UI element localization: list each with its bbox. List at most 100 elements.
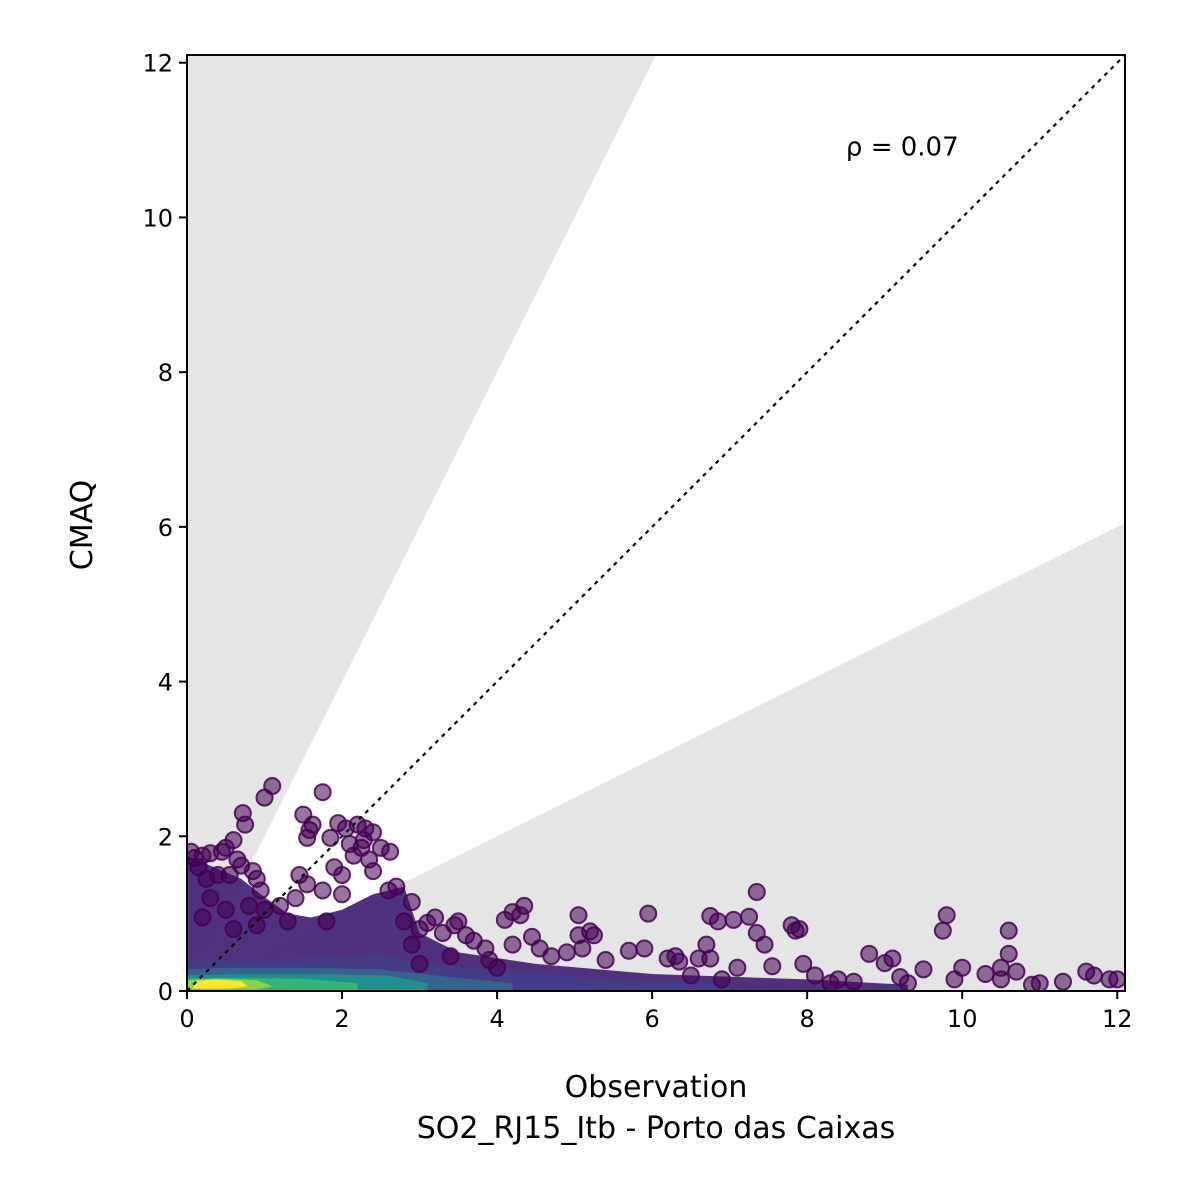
scatter-point [197, 869, 216, 888]
scatter-point [1053, 972, 1072, 991]
x-axis-label: Observation [565, 1070, 748, 1105]
y-tick-label: 0 [158, 978, 173, 1006]
scatter-point [790, 920, 809, 939]
x-tick-label: 8 [800, 1005, 815, 1033]
scatter-point [317, 912, 336, 931]
correlation-annotation: ρ = 0.07 [846, 133, 959, 163]
scatter-point [410, 954, 429, 973]
scatter-point [402, 935, 421, 954]
scatter-point [313, 881, 332, 900]
scatter-point [321, 828, 340, 847]
scatter-point [201, 889, 220, 908]
scatter-point [724, 910, 743, 929]
scatter-point [344, 846, 363, 865]
scatter-point [991, 970, 1010, 989]
scatter-point [271, 896, 290, 915]
scatter-point [596, 951, 615, 970]
scatter-point [193, 908, 212, 927]
scatter-point [747, 882, 766, 901]
scatter-point [348, 815, 367, 834]
scatter-point [557, 943, 576, 962]
scatter-point [569, 906, 588, 925]
x-tick-label: 10 [947, 1005, 978, 1033]
scatter-point [441, 947, 460, 966]
scatter-point [860, 944, 879, 963]
scatter-point [898, 974, 917, 991]
x-axis-ticks: 0 2 4 6 8 10 12 [179, 991, 1133, 1033]
scatter-point [728, 958, 747, 977]
dense-point-clusters [187, 855, 908, 991]
scatter-point [387, 877, 406, 896]
y-tick-label: 4 [158, 669, 173, 697]
scatter-point [740, 907, 759, 926]
scatter-point [937, 906, 956, 925]
y-tick-label: 6 [158, 514, 173, 542]
scatter-point [410, 920, 429, 939]
y-axis-label: CMAQ [65, 480, 100, 570]
scatter-point [503, 935, 522, 954]
scatter-point [542, 947, 561, 966]
scatter-point [333, 885, 352, 904]
y-tick-label: 8 [158, 359, 173, 387]
scatter-point [999, 921, 1018, 940]
x-tick-label: 6 [644, 1005, 659, 1033]
scatter-point [488, 958, 507, 977]
x-axis-sublabel: SO2_RJ15_Itb - Porto das Caixas [417, 1111, 896, 1146]
scatter-point [709, 912, 728, 931]
y-tick-label: 10 [142, 204, 173, 232]
scatter-point [584, 926, 603, 945]
scatter-point [243, 862, 262, 881]
y-axis-ticks: 0 2 4 6 8 10 12 [142, 50, 187, 1006]
scatter-point [1022, 975, 1041, 991]
y-tick-label: 2 [158, 823, 173, 851]
scatter-point [821, 974, 840, 991]
scatter-point [763, 957, 782, 976]
scatter-point [402, 893, 421, 912]
scatter-point [712, 970, 731, 989]
scatter-point [381, 842, 400, 861]
scatter-point [619, 941, 638, 960]
scatter-point [1108, 970, 1125, 989]
scatter-point [364, 862, 383, 881]
scatter-point [844, 972, 863, 991]
x-tick-label: 12 [1102, 1005, 1133, 1033]
scatter-point [755, 935, 774, 954]
y-tick-label: 12 [142, 50, 173, 78]
x-tick-label: 0 [179, 1005, 194, 1033]
scatter-point [666, 947, 685, 966]
scatter-point [511, 906, 530, 925]
scatter-point [933, 921, 952, 940]
scatter-point [1007, 962, 1026, 981]
scatter-point [794, 954, 813, 973]
scatter-point [805, 966, 824, 985]
scatter-point [298, 875, 317, 894]
x-tick-label: 2 [334, 1005, 349, 1033]
scatter-point [224, 920, 243, 939]
scatter-point [976, 964, 995, 983]
density-cluster-7 [193, 979, 248, 989]
scatter-point [251, 881, 270, 900]
scatter-point [681, 966, 700, 985]
scatter-point [278, 912, 297, 931]
scatter-point [255, 788, 274, 807]
x-tick-label: 4 [489, 1005, 504, 1033]
scatter-point [914, 960, 933, 979]
scatter-point [635, 939, 654, 958]
scatter-point [395, 912, 414, 931]
scatter-point [240, 896, 259, 915]
shaded-region-1 [187, 55, 656, 991]
scatter-point [953, 958, 972, 977]
scatter-point [639, 904, 658, 923]
scatter-point [573, 939, 592, 958]
scatter-points [187, 777, 1125, 991]
scatter-point [701, 949, 720, 968]
scatter-point [1084, 966, 1103, 985]
scatter-point [286, 889, 305, 908]
shaded-region-2 [187, 523, 1125, 991]
scatter-point [999, 944, 1018, 963]
scatter-point [255, 900, 274, 919]
scatter-point [883, 949, 902, 968]
scatter-point [216, 900, 235, 919]
scatter-point [313, 783, 332, 802]
